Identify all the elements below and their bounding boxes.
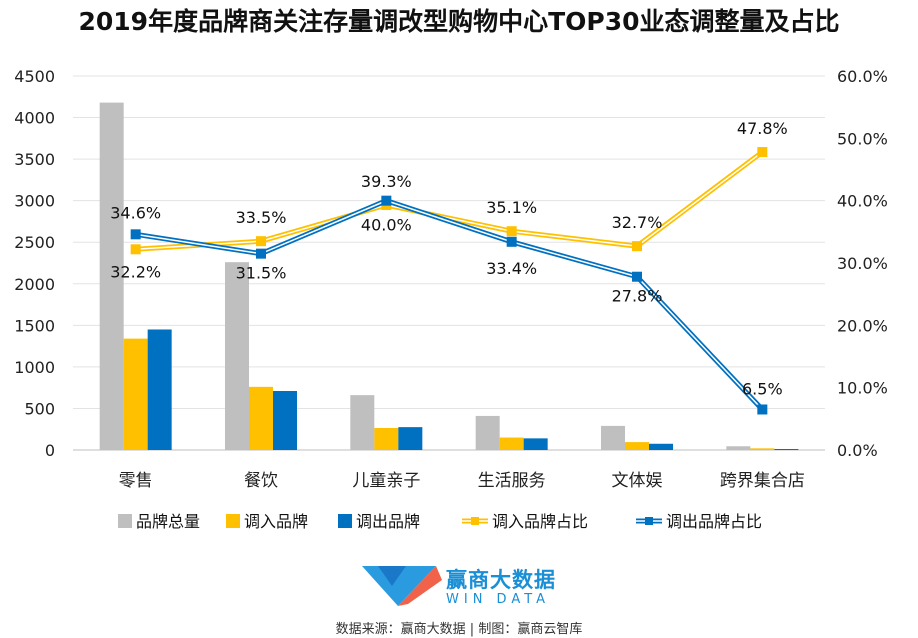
right-tick-label: 50.0% xyxy=(837,129,888,148)
data-label-0-3: 35.1% xyxy=(486,198,537,217)
data-label-0-4: 32.7% xyxy=(612,213,663,232)
data-labels: 32.2% 33.5% 39.3% 35.1% 32.7% 47.8% 34.6% 31.5%… xyxy=(110,119,787,398)
legend-swatch-1 xyxy=(226,514,240,528)
marker-1-2 xyxy=(381,195,392,206)
marker-1-4 xyxy=(632,271,642,282)
right-tick-label: 10.0% xyxy=(837,379,888,398)
category-label: 文体娱 xyxy=(612,471,663,491)
bar-2-5 xyxy=(774,449,799,450)
bar-2-2 xyxy=(398,427,423,450)
bar-2-1 xyxy=(273,390,297,450)
bar-1-1 xyxy=(249,386,273,450)
legend-label-1: 调入品牌 xyxy=(244,512,308,531)
legend-marker-0 xyxy=(471,517,479,525)
legend-label-2: 调出品牌 xyxy=(356,512,420,531)
chart-title: 2019年度品牌商关注存量调改型购物中心TOP30业态调整量及占比 xyxy=(78,7,840,36)
bar-1-5 xyxy=(750,448,775,450)
legend-label-line-1: 调出品牌占比 xyxy=(666,512,762,531)
category-label: 儿童亲子 xyxy=(352,471,420,491)
data-label-1-0: 34.6% xyxy=(110,203,161,222)
left-tick-label: 3500 xyxy=(14,150,55,169)
line-0-inner xyxy=(135,151,763,251)
marker-0-5 xyxy=(757,147,768,158)
bar-2-4 xyxy=(649,443,673,450)
marker-1-1 xyxy=(256,248,266,259)
left-tick-label: 500 xyxy=(24,399,55,418)
category-label: 零售 xyxy=(119,471,153,491)
category-labels: 零售 餐饮 儿童亲子 生活服务 文体娱 跨界集合店 xyxy=(119,471,805,491)
left-tick-label: 4500 xyxy=(14,67,55,86)
marker-1-0 xyxy=(130,229,141,240)
right-tick-label: 40.0% xyxy=(837,192,888,211)
left-tick-label: 2000 xyxy=(14,275,55,294)
data-label-1-4: 27.8% xyxy=(612,287,663,306)
category-label: 餐饮 xyxy=(244,471,278,491)
marker-1-5 xyxy=(757,404,768,415)
data-label-1-3: 33.4% xyxy=(486,259,537,278)
bar-1-4 xyxy=(625,442,649,450)
marker-0-4 xyxy=(632,241,642,252)
left-tick-label: 1000 xyxy=(14,358,55,377)
bar-2-3 xyxy=(523,438,548,450)
data-label-0-1: 33.5% xyxy=(236,208,287,227)
legend: 品牌总量 调入品牌 调出品牌 调入品牌占比 调出品牌占比 xyxy=(118,512,762,531)
data-label-1-2: 40.0% xyxy=(361,216,412,235)
marker-0-0 xyxy=(130,244,141,255)
category-label: 跨界集合店 xyxy=(720,471,805,491)
right-tick-label: 0.0% xyxy=(837,441,878,460)
legend-label-0: 品牌总量 xyxy=(136,512,200,531)
data-label-1-5: 6.5% xyxy=(742,379,783,398)
left-tick-label: 0 xyxy=(45,441,55,460)
right-tick-label: 20.0% xyxy=(837,316,888,335)
right-tick-label: 30.0% xyxy=(837,254,888,273)
source-note: 数据来源：赢商大数据 | 制图：赢商云智库 xyxy=(335,622,583,637)
bar-0-5 xyxy=(726,446,751,450)
bar-0-3 xyxy=(475,415,500,450)
marker-1-3 xyxy=(506,236,517,247)
legend-swatch-0 xyxy=(118,514,132,528)
win-data-logo-icon xyxy=(362,566,442,606)
right-tick-label: 60.0% xyxy=(837,67,888,86)
logo-text-cn: 赢商大数据 xyxy=(446,568,556,592)
bar-0-1 xyxy=(225,262,249,450)
left-tick-label: 4000 xyxy=(14,109,55,128)
logo-text-en: WIN DATA xyxy=(446,592,551,607)
bar-1-0 xyxy=(123,338,148,450)
marker-0-3 xyxy=(506,226,517,237)
bar-0-0 xyxy=(99,102,124,451)
legend-label-line-0: 调入品牌占比 xyxy=(492,512,588,531)
data-label-0-2: 39.3% xyxy=(361,172,412,191)
left-tick-label: 3000 xyxy=(14,192,55,211)
bar-0-2 xyxy=(350,395,375,450)
gridlines xyxy=(73,75,825,451)
bar-1-3 xyxy=(499,437,524,450)
left-tick-label: 2500 xyxy=(14,233,55,252)
legend-marker-1 xyxy=(645,517,653,525)
line-1-inner xyxy=(135,199,763,410)
right-axis: 0.0% 10.0% 20.0% 30.0% 40.0% 50.0% 60.0% xyxy=(837,67,888,460)
legend-swatch-2 xyxy=(338,514,352,528)
bars xyxy=(99,102,799,451)
data-label-1-1: 31.5% xyxy=(236,264,287,283)
bar-0-4 xyxy=(601,425,625,450)
marker-0-1 xyxy=(256,236,266,247)
category-label: 生活服务 xyxy=(478,471,546,491)
data-label-0-0: 32.2% xyxy=(110,262,161,281)
left-axis: 0 500 1000 1500 2000 2500 3000 3500 4000 4500 xyxy=(14,67,55,460)
data-label-0-5: 47.8% xyxy=(737,119,788,138)
bar-1-2 xyxy=(374,427,399,450)
lines xyxy=(130,147,768,415)
left-tick-label: 1500 xyxy=(14,316,55,335)
bar-2-0 xyxy=(147,329,172,450)
